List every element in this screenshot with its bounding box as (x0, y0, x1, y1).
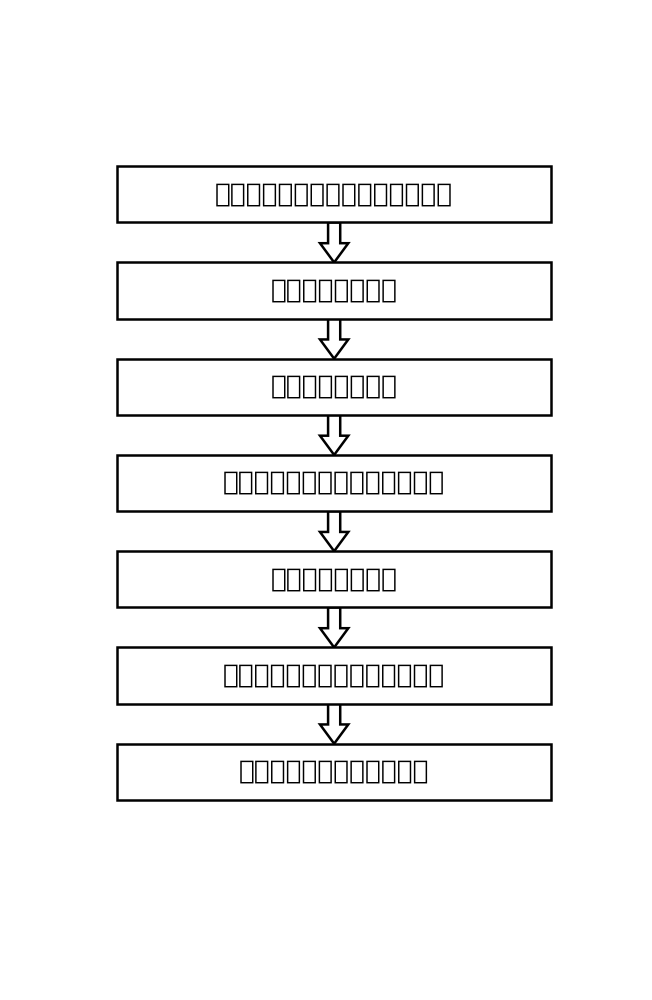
Text: 高纯氢气载气分析: 高纯氢气载气分析 (271, 566, 398, 592)
FancyBboxPatch shape (117, 455, 552, 511)
Text: 燃料电池用高纯氢样品定量分析: 燃料电池用高纯氢样品定量分析 (223, 663, 445, 689)
FancyBboxPatch shape (117, 262, 552, 319)
FancyBboxPatch shape (117, 166, 552, 222)
Polygon shape (320, 415, 348, 455)
Text: 高纯氢气载气分析: 高纯氢气载气分析 (271, 374, 398, 400)
Polygon shape (320, 704, 348, 744)
FancyBboxPatch shape (117, 551, 552, 607)
Polygon shape (320, 319, 348, 359)
Polygon shape (320, 511, 348, 551)
FancyBboxPatch shape (117, 744, 552, 800)
Text: 高纯氢气杂质标准气体定量分析: 高纯氢气杂质标准气体定量分析 (223, 470, 445, 496)
Polygon shape (320, 222, 348, 262)
Polygon shape (320, 607, 348, 647)
Text: 高纯氢气杂质标准气体校准质量轴: 高纯氢气杂质标准气体校准质量轴 (215, 181, 453, 207)
FancyBboxPatch shape (117, 359, 552, 415)
FancyBboxPatch shape (117, 647, 552, 704)
Text: 专用质谱本底分析: 专用质谱本底分析 (271, 278, 398, 304)
Text: 计算样品中杂质气体的含量: 计算样品中杂质气体的含量 (239, 759, 430, 785)
